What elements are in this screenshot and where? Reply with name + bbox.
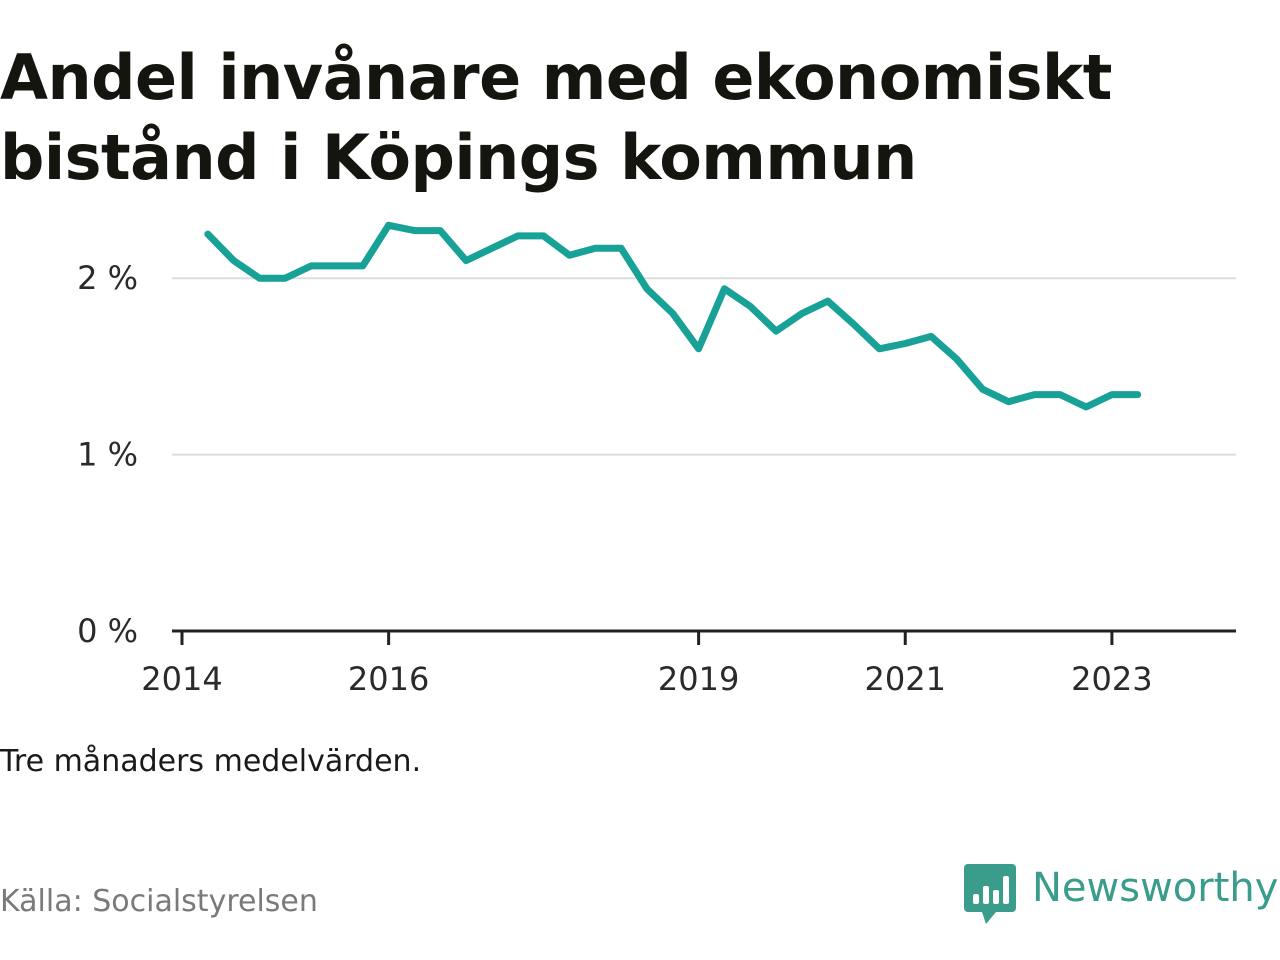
y-tick-label: 1 % <box>77 436 138 474</box>
logo-text: Newsworthy <box>1032 865 1279 911</box>
line-chart: 0 % 1 % 2 % 2014 2016 2019 2021 2023 <box>77 221 1236 698</box>
x-tick-label: 2019 <box>658 660 739 698</box>
series-line <box>204 221 1142 411</box>
series-layer <box>204 221 1142 411</box>
gridlines <box>172 277 1236 456</box>
x-tick-label: 2016 <box>348 660 429 698</box>
newsworthy-logo: Newsworthy <box>964 864 1279 928</box>
x-tick-label: 2021 <box>865 660 946 698</box>
y-tick-label: 0 % <box>77 612 138 650</box>
source-credit: Källa: Socialstyrelsen <box>0 884 318 919</box>
x-tick-label: 2014 <box>141 660 222 698</box>
bar-chart-speech-bubble-icon <box>964 864 1016 924</box>
y-tick-label: 2 % <box>77 259 138 297</box>
chart-title: Andel invånare med ekonomiskt bistånd i … <box>0 41 1112 194</box>
x-axis: 2014 2016 2019 2021 2023 <box>141 629 1236 698</box>
chart-note: Tre månaders medelvärden. <box>0 744 422 779</box>
y-axis: 0 % 1 % 2 % <box>77 259 138 650</box>
x-tick-label: 2023 <box>1071 660 1152 698</box>
